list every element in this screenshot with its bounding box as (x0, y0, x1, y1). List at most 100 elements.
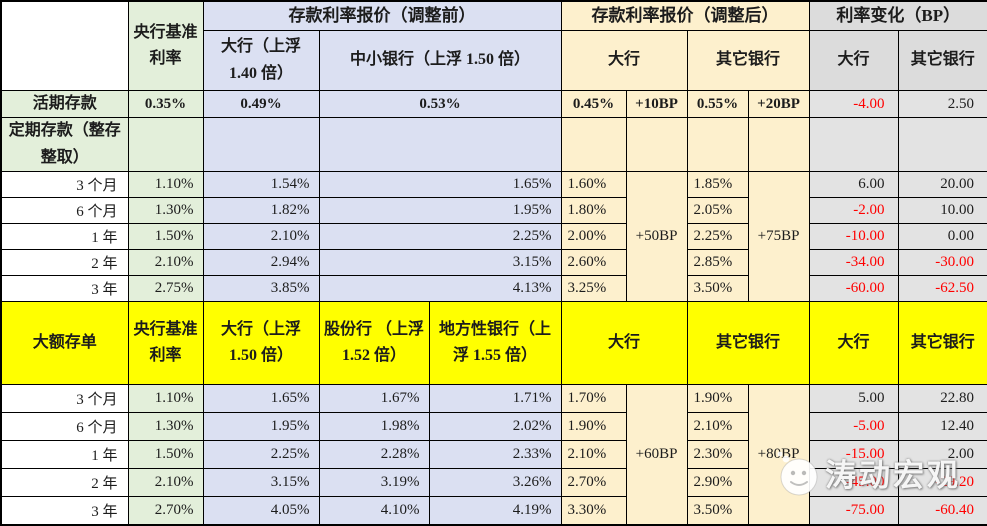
post-big-cell: 1.60% (560, 171, 627, 199)
row-label: 3 个月 (0, 384, 129, 414)
table-row: 大额存单 央行基准利率 大行（上浮 1.50 倍） 股份行 （上浮 1.52 倍… (0, 301, 987, 386)
table-row: 2 年 2.10% 2.94% 3.15% 2.60% 2.85% -34.00… (0, 249, 987, 277)
pre-local-cell: 4.19% (428, 496, 562, 526)
post-other-cell: 2.90% (686, 468, 749, 498)
empty-cell (318, 117, 562, 173)
pre-small-cell: 4.13% (318, 275, 562, 303)
pre-joint-cell: 4.10% (318, 496, 430, 526)
pre-joint-cell: 1.67% (318, 384, 430, 414)
empty-cell (686, 117, 749, 173)
change-other-cell: 22.80 (897, 384, 987, 414)
empty-cell (560, 117, 627, 173)
change-other-cell: 0.00 (897, 223, 987, 251)
post-other-cell: 2.25% (686, 223, 749, 251)
benchmark-cell: 2.70% (127, 496, 204, 526)
section-header-pre-adjust: 存款利率报价（调整前） (202, 0, 562, 32)
post-other-bp-merged-cell: +75BP (747, 171, 810, 303)
post-big-cell: 3.25% (560, 275, 627, 303)
row-label: 3 年 (0, 496, 129, 526)
change-other-cell: 2.00 (897, 440, 987, 470)
change-big-cell: -75.00 (808, 496, 899, 526)
post-other-cell: 3.50% (686, 496, 749, 526)
pre-local-cell: 2.33% (428, 440, 562, 470)
pre-local-cell: 3.26% (428, 468, 562, 498)
section-header-post-adjust: 存款利率报价（调整后） (560, 0, 810, 32)
post-other-cell: 1.90% (686, 384, 749, 414)
post-big-cell: 2.00% (560, 223, 627, 251)
table-row: 3 个月 1.10% 1.54% 1.65% 1.60% +50BP 1.85%… (0, 171, 987, 303)
table-row: 活期存款 0.35% 0.49% 0.53% 0.45% +10BP 0.55%… (0, 90, 987, 119)
col-header-pre-big-bank: 大行（上浮 1.40 倍） (202, 30, 320, 92)
post-big-cell: 0.45% (560, 90, 627, 119)
corner-cell (0, 0, 129, 92)
table-row: 6 个月 1.30% 1.82% 1.95% 1.80% 2.05% -2.00… (0, 197, 987, 225)
cd-col-header-pre-big: 大行（上浮 1.50 倍） (202, 301, 320, 386)
table-row: 3 年 2.75% 3.85% 4.13% 3.25% 3.50% -60.00… (0, 275, 987, 303)
pre-big-cell: 2.10% (202, 223, 320, 251)
benchmark-cell: 2.10% (127, 468, 204, 498)
pre-big-cell: 1.82% (202, 197, 320, 225)
post-big-cell: 1.90% (560, 412, 627, 442)
change-other-cell: -29.20 (897, 468, 987, 498)
change-big-cell: 6.00 (808, 171, 899, 199)
change-big-cell: -5.00 (808, 412, 899, 442)
cd-col-header-pre-local: 地方性银行（上浮 1.55 倍） (428, 301, 562, 386)
col-header-pre-small-bank: 中小银行（上浮 1.50 倍） (318, 30, 562, 92)
change-other-cell: 12.40 (897, 412, 987, 442)
change-big-cell: -4.00 (808, 90, 899, 119)
empty-cell (127, 117, 204, 173)
section-row-label-term: 定期存款（整存整取） (0, 117, 129, 173)
post-big-bp-merged-cell: +60BP (625, 384, 688, 526)
post-big-cell: 2.60% (560, 249, 627, 277)
change-other-cell: -62.50 (897, 275, 987, 303)
pre-joint-cell: 1.98% (318, 412, 430, 442)
benchmark-cell: 1.30% (127, 412, 204, 442)
change-big-cell: -2.00 (808, 197, 899, 225)
table-row: 6 个月 1.30% 1.95% 1.98% 2.02% 1.90% 2.10%… (0, 412, 987, 442)
col-header-post-other-bank: 其它银行 (686, 30, 810, 92)
benchmark-cell: 1.50% (127, 223, 204, 251)
cd-col-header-pre-joint: 股份行 （上浮 1.52 倍） (318, 301, 430, 386)
pre-small-cell: 2.25% (318, 223, 562, 251)
cd-col-header-benchmark: 央行基准利率 (127, 301, 204, 386)
change-big-cell: -45.00 (808, 468, 899, 498)
post-other-bp-merged-cell: +80BP (747, 384, 810, 526)
col-header-change-other-bank: 其它银行 (897, 30, 987, 92)
table-row: 2 年 2.10% 3.15% 3.19% 3.26% 2.70% 2.90% … (0, 468, 987, 498)
benchmark-cell: 1.10% (127, 384, 204, 414)
row-label: 3 个月 (0, 171, 129, 199)
post-other-cell: 3.50% (686, 275, 749, 303)
pre-big-cell: 1.54% (202, 171, 320, 199)
change-other-cell: 10.00 (897, 197, 987, 225)
post-other-cell: 1.85% (686, 171, 749, 199)
benchmark-cell: 2.10% (127, 249, 204, 277)
change-other-cell: 2.50 (897, 90, 987, 119)
post-big-cell: 2.10% (560, 440, 627, 470)
change-big-cell: -15.00 (808, 440, 899, 470)
post-big-bp-cell: +10BP (625, 90, 688, 119)
change-other-cell: 20.00 (897, 171, 987, 199)
pre-big-cell: 0.49% (202, 90, 320, 119)
pre-big-cell: 2.94% (202, 249, 320, 277)
pre-big-cell: 3.15% (202, 468, 320, 498)
change-big-cell: -60.00 (808, 275, 899, 303)
post-big-cell: 2.70% (560, 468, 627, 498)
post-big-cell: 1.80% (560, 197, 627, 225)
empty-cell (808, 117, 899, 173)
pre-local-cell: 1.71% (428, 384, 562, 414)
pre-joint-cell: 3.19% (318, 468, 430, 498)
cd-col-header-post-big: 大行 (560, 301, 688, 386)
benchmark-cell: 1.50% (127, 440, 204, 470)
benchmark-cell: 2.75% (127, 275, 204, 303)
post-other-cell: 2.05% (686, 197, 749, 225)
table-row: 1 年 1.50% 2.10% 2.25% 2.00% 2.25% -10.00… (0, 223, 987, 251)
post-other-cell: 2.10% (686, 412, 749, 442)
benchmark-cell: 1.30% (127, 197, 204, 225)
pre-big-cell: 3.85% (202, 275, 320, 303)
col-header-benchmark: 央行基准利率 (127, 0, 204, 92)
col-header-post-big-bank: 大行 (560, 30, 688, 92)
pre-big-cell: 4.05% (202, 496, 320, 526)
empty-cell (897, 117, 987, 173)
row-label: 活期存款 (0, 90, 129, 119)
